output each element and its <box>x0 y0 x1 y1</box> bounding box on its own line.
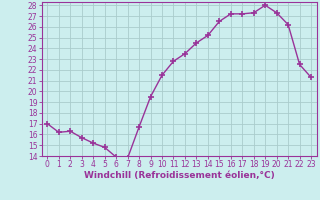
X-axis label: Windchill (Refroidissement éolien,°C): Windchill (Refroidissement éolien,°C) <box>84 171 275 180</box>
